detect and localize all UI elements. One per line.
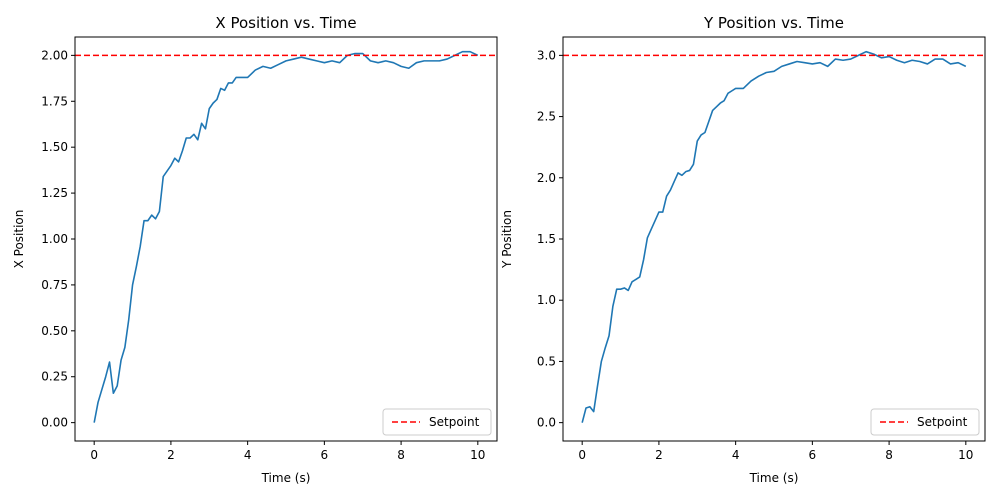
y-tick-label: 1.5 bbox=[537, 232, 556, 246]
x-tick-label: 6 bbox=[809, 448, 817, 462]
y-tick-label: 1.50 bbox=[41, 140, 68, 154]
y-tick-label: 1.00 bbox=[41, 232, 68, 246]
legend-box bbox=[870, 408, 980, 436]
x-tick-label: 4 bbox=[244, 448, 252, 462]
x-tick-label: 8 bbox=[885, 448, 893, 462]
legend: Setpoint bbox=[870, 408, 980, 436]
y-tick-label: 0.25 bbox=[41, 370, 68, 384]
y-tick-label: 0.0 bbox=[537, 416, 556, 430]
y-tick-label: 2.00 bbox=[41, 48, 68, 62]
series-line bbox=[581, 50, 967, 423]
x-tick-label: 10 bbox=[958, 448, 973, 462]
y-tick-label: 0.75 bbox=[41, 278, 68, 292]
legend: Setpoint bbox=[382, 408, 492, 436]
x-tick-label: 2 bbox=[655, 448, 663, 462]
series-line bbox=[93, 50, 479, 423]
chart-title: Y Position vs. Time bbox=[703, 14, 844, 32]
x-tick-label: 6 bbox=[321, 448, 329, 462]
plot-frame bbox=[74, 36, 498, 442]
x-tick-label: 2 bbox=[167, 448, 175, 462]
y-axis-label: Y Position bbox=[500, 210, 514, 269]
y-tick-label: 1.25 bbox=[41, 186, 68, 200]
plot-frame bbox=[562, 36, 986, 442]
chart-y-position: Y Position vs. Time 0 2 4 6 8 10 0.0 0.5 1.0 1.5 2.… bbox=[500, 14, 986, 485]
y-tick-label: 1.0 bbox=[537, 293, 556, 307]
y-tick-label: 2.0 bbox=[537, 171, 556, 185]
y-axis-label: X Position bbox=[12, 210, 26, 269]
y-tick-label: 0.5 bbox=[537, 354, 556, 368]
legend-label: Setpoint bbox=[917, 415, 968, 429]
legend-label: Setpoint bbox=[429, 415, 480, 429]
legend-box bbox=[382, 408, 492, 436]
x-axis-label: Time (s) bbox=[261, 471, 311, 485]
x-tick-label: 0 bbox=[90, 448, 98, 462]
y-tick-label: 0.50 bbox=[41, 324, 68, 338]
x-tick-label: 10 bbox=[470, 448, 485, 462]
y-tick-label: 2.5 bbox=[537, 110, 556, 124]
y-tick-label: 1.75 bbox=[41, 94, 68, 108]
x-tick-label: 8 bbox=[397, 448, 405, 462]
y-tick-label: 0.00 bbox=[41, 416, 68, 430]
x-tick-label: 4 bbox=[732, 448, 740, 462]
chart-title: X Position vs. Time bbox=[215, 14, 356, 32]
y-tick-label: 3.0 bbox=[537, 48, 556, 62]
chart-x-position: X Position vs. Time 0 2 4 6 8 10 0.00 0.25 0.50 0.… bbox=[12, 14, 498, 485]
x-tick-label: 0 bbox=[578, 448, 586, 462]
x-axis-label: Time (s) bbox=[749, 471, 799, 485]
